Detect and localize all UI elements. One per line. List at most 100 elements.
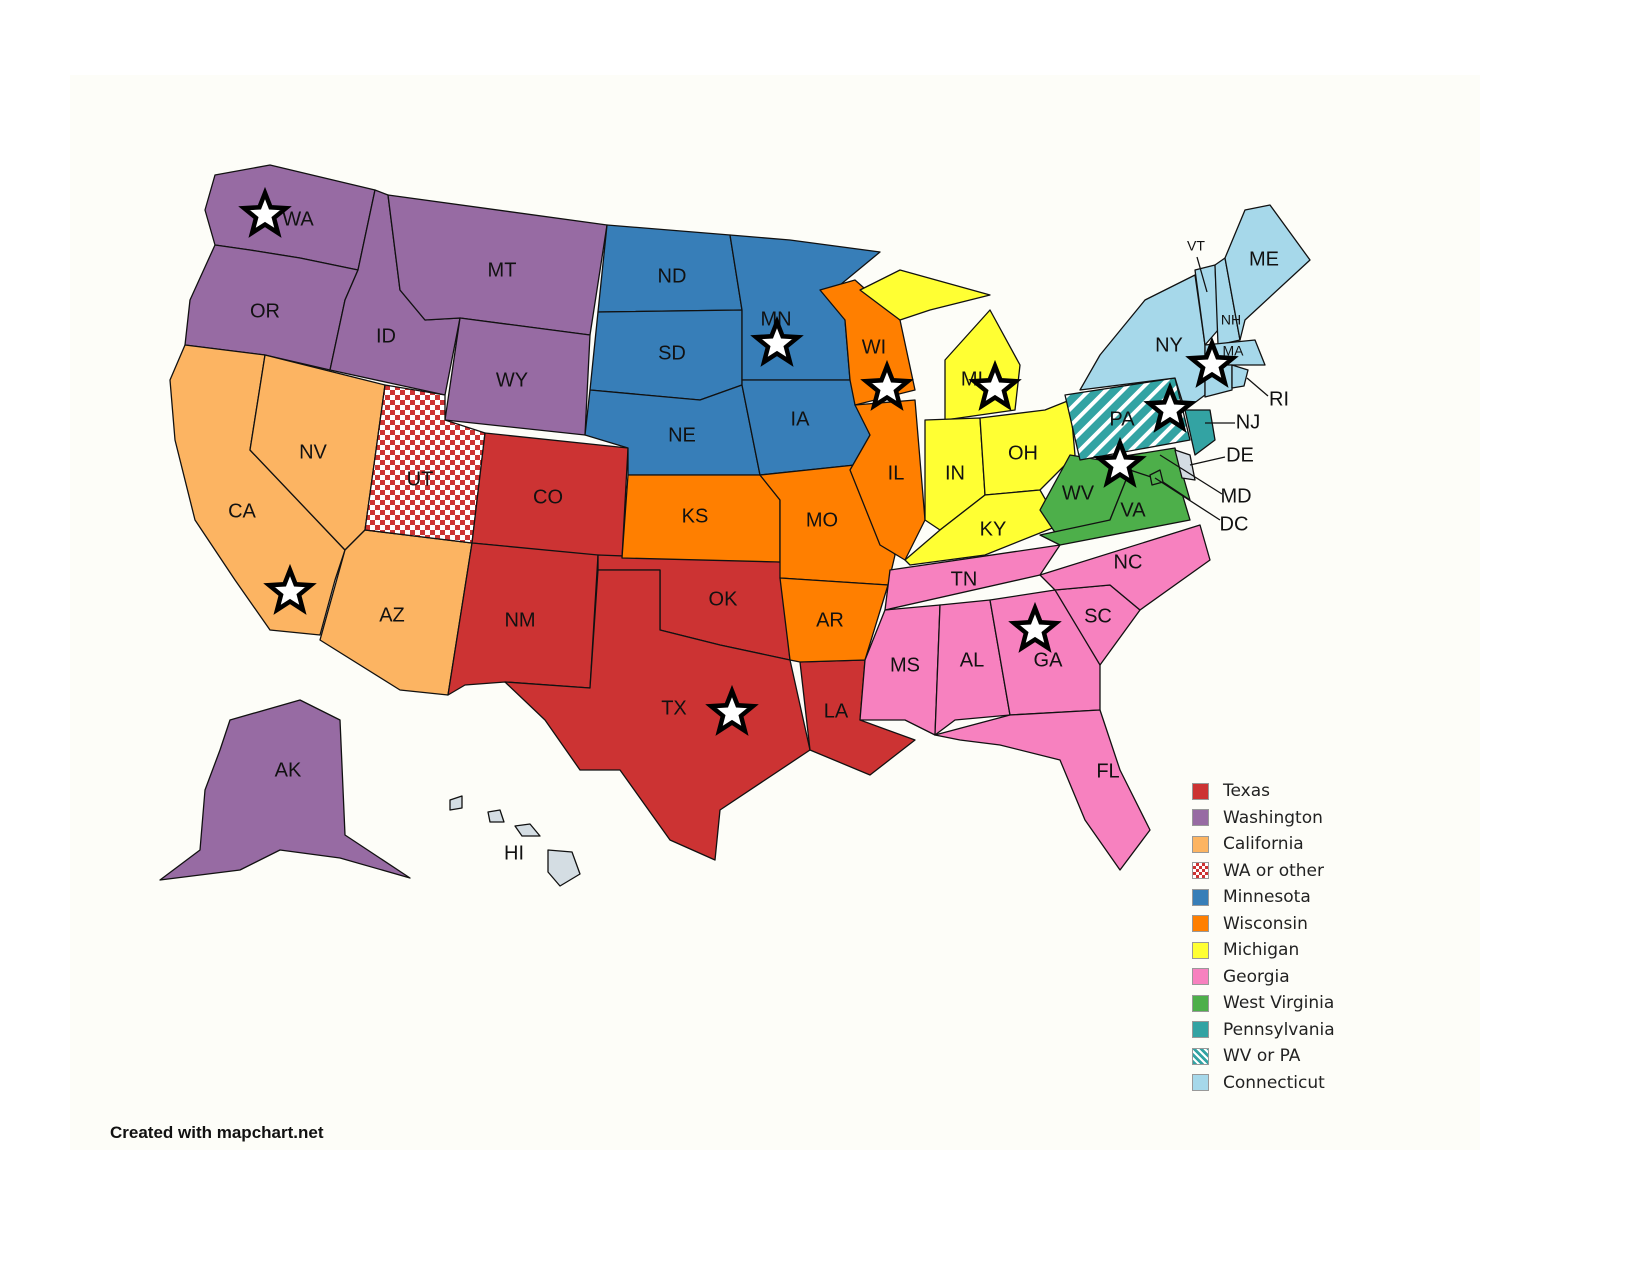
state-label-oh: OH xyxy=(1008,442,1038,464)
state-label-or: OR xyxy=(250,300,280,322)
state-ar[interactable] xyxy=(779,577,889,663)
star-icon-ca xyxy=(263,563,317,615)
legend-swatch xyxy=(1192,835,1209,853)
legend-label: Minnesota xyxy=(1223,887,1311,908)
state-label-ut: UT xyxy=(407,468,434,490)
star-icon-tx xyxy=(705,684,759,736)
legend-label: Pennsylvania xyxy=(1223,1019,1335,1040)
star-icon-ga xyxy=(1008,601,1062,653)
state-label-ne: NE xyxy=(668,424,696,446)
legend-label: Georgia xyxy=(1223,966,1290,987)
state-hi[interactable] xyxy=(449,795,463,811)
state-label-wv: WV xyxy=(1062,482,1095,504)
state-ri[interactable] xyxy=(1231,364,1249,389)
state-me[interactable] xyxy=(1224,204,1311,341)
leader-line-dc xyxy=(1154,477,1221,521)
state-label-ar: AR xyxy=(816,609,844,631)
state-label-nm: NM xyxy=(504,609,535,631)
state-label-de: DE xyxy=(1226,444,1254,466)
leader-line-de xyxy=(1189,456,1226,466)
state-label-me: ME xyxy=(1249,248,1279,270)
state-label-fl: FL xyxy=(1096,760,1119,782)
state-label-nc: NC xyxy=(1114,551,1143,573)
state-il[interactable] xyxy=(849,399,926,561)
legend-swatch xyxy=(1192,809,1209,827)
state-label-id: ID xyxy=(376,325,396,347)
state-label-wa: WA xyxy=(282,208,314,230)
legend-item-georgia: Georgia xyxy=(1192,964,1335,991)
leader-line-md xyxy=(1159,454,1223,495)
legend-label: California xyxy=(1223,834,1304,855)
legend-label: Connecticut xyxy=(1223,1072,1325,1093)
legend-item-michigan: Michigan xyxy=(1192,937,1335,964)
credit-text: Created with mapchart.net xyxy=(110,1123,324,1142)
state-pa[interactable] xyxy=(1064,377,1191,461)
legend-item-west-virginia: West Virginia xyxy=(1192,990,1335,1017)
state-hi[interactable] xyxy=(547,849,581,887)
state-label-ri: RI xyxy=(1269,388,1289,410)
star-icon-mi xyxy=(968,359,1022,411)
state-label-wi: WI xyxy=(862,336,886,358)
state-label-ky: KY xyxy=(980,518,1007,540)
state-label-ma: MA xyxy=(1223,343,1245,359)
state-nc[interactable] xyxy=(1039,524,1211,611)
state-label-az: AZ xyxy=(379,604,405,626)
state-label-vt: VT xyxy=(1187,238,1205,254)
leader-line-ri xyxy=(1246,377,1269,397)
state-label-ok: OK xyxy=(709,588,739,610)
legend-item-pennsylvania: Pennsylvania xyxy=(1192,1017,1335,1044)
state-hi[interactable] xyxy=(514,823,541,837)
state-mi[interactable] xyxy=(859,269,991,321)
state-label-ia: IA xyxy=(791,408,811,430)
legend-swatch xyxy=(1192,782,1209,800)
state-label-ga: GA xyxy=(1034,649,1064,671)
state-label-pa: PA xyxy=(1109,408,1135,430)
legend-item-wv-or-pa: WV or PA xyxy=(1192,1043,1335,1070)
state-nj[interactable] xyxy=(1184,409,1216,456)
legend: Texas Washington California WA or other Minn… xyxy=(1192,778,1335,1096)
legend-swatch xyxy=(1192,1047,1209,1065)
legend-label: WA or other xyxy=(1223,860,1324,881)
state-label-sc: SC xyxy=(1084,605,1112,627)
legend-swatch xyxy=(1192,994,1209,1012)
state-hi[interactable] xyxy=(487,809,505,823)
legend-swatch xyxy=(1192,1021,1209,1039)
legend-label: Wisconsin xyxy=(1223,913,1308,934)
state-label-il: IL xyxy=(888,462,905,484)
legend-label: Michigan xyxy=(1223,940,1300,961)
state-label-mo: MO xyxy=(806,509,838,531)
legend-item-washington: Washington xyxy=(1192,805,1335,832)
state-label-mt: MT xyxy=(488,259,517,281)
legend-swatch xyxy=(1192,1074,1209,1092)
state-label-la: LA xyxy=(824,700,849,722)
state-label-al: AL xyxy=(960,649,984,671)
legend-label: West Virginia xyxy=(1223,993,1335,1014)
legend-swatch xyxy=(1192,968,1209,986)
state-label-nd: ND xyxy=(658,265,687,287)
state-ak[interactable] xyxy=(159,699,411,881)
legend-swatch xyxy=(1192,915,1209,933)
star-icon-wi xyxy=(860,359,914,411)
legend-item-california: California xyxy=(1192,831,1335,858)
state-fl[interactable] xyxy=(934,709,1151,871)
state-de[interactable] xyxy=(1174,449,1196,481)
leader-line-vt xyxy=(1196,256,1208,293)
state-label-sd: SD xyxy=(658,342,686,364)
state-label-nh: NH xyxy=(1221,312,1241,328)
state-label-ny: NY xyxy=(1155,334,1183,356)
state-label-ms: MS xyxy=(890,654,920,676)
state-label-hi: HI xyxy=(504,842,524,864)
legend-label: WV or PA xyxy=(1223,1046,1301,1067)
legend-item-minnesota: Minnesota xyxy=(1192,884,1335,911)
state-label-ca: CA xyxy=(228,500,256,522)
state-al[interactable] xyxy=(934,599,1011,736)
legend-swatch xyxy=(1192,862,1209,880)
legend-item-wisconsin: Wisconsin xyxy=(1192,911,1335,938)
state-tx[interactable] xyxy=(504,569,811,861)
state-label-dc: DC xyxy=(1220,513,1249,535)
state-label-tn: TN xyxy=(951,568,978,590)
star-icon-pa xyxy=(1143,381,1197,433)
state-label-ks: KS xyxy=(682,505,709,527)
state-label-nv: NV xyxy=(299,441,327,463)
